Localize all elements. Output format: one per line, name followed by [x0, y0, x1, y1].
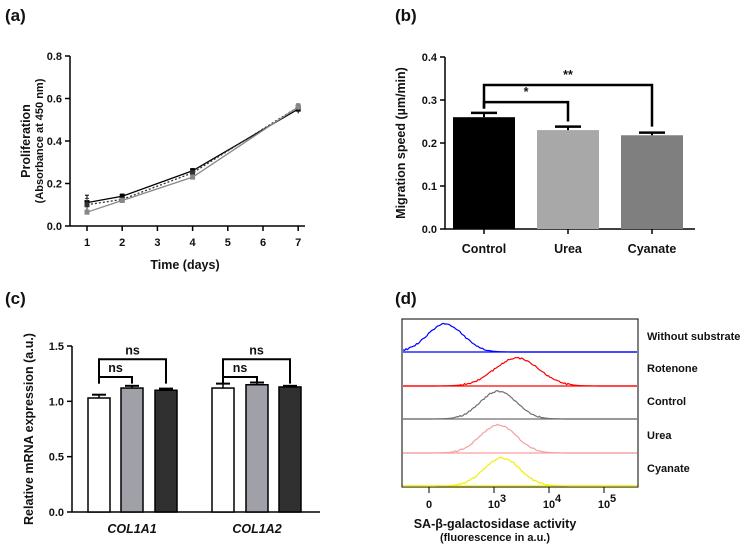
- b-bar: [621, 135, 683, 229]
- b-bar: [453, 117, 515, 229]
- b-y-tick-label: 0.1: [422, 181, 437, 193]
- c-significance-bracket: [99, 377, 132, 384]
- c-bar: [279, 387, 301, 512]
- a-y-tick-label: 0.6: [47, 94, 62, 106]
- b-significance-label: *: [524, 85, 529, 99]
- panel-label-d: (d): [395, 289, 417, 308]
- c-y-axis-title: Relative mRNA expression (a.u.): [22, 333, 36, 525]
- d-histogram: [403, 323, 637, 352]
- a-y-axis-subtitle: (Absorbance at 450 nm): [34, 78, 46, 203]
- c-y-tick-label: 0.5: [49, 452, 64, 464]
- c-significance-label: ns: [249, 343, 264, 357]
- c-y-tick-label: 1.0: [49, 396, 64, 408]
- b-y-axis-title: Migration speed (µm/min): [394, 67, 408, 219]
- d-histogram: [403, 358, 637, 386]
- a-y-tick-label: 0.0: [47, 221, 62, 233]
- d-x-tick-sup: 5: [610, 493, 616, 505]
- a-data-point: [85, 202, 90, 207]
- b-significance-label: **: [563, 68, 573, 82]
- panel-label-b: (b): [395, 6, 417, 25]
- d-series-label: Without substrate: [647, 331, 740, 343]
- c-bar: [212, 388, 234, 512]
- figure: (a) 0.0 0.2 0.4 0.6 0.8 1 2 3 4 5 6 7 Time (days) Prol…: [0, 0, 750, 555]
- b-y-tick-label: 0.0: [422, 224, 437, 236]
- c-bar: [88, 398, 110, 512]
- a-x-tick-label: 1: [84, 237, 90, 249]
- b-y-tick-label: 0.3: [422, 95, 437, 107]
- a-y-axis-title: Proliferation: [19, 104, 33, 178]
- c-y-tick-label: 0.0: [49, 507, 64, 519]
- d-x-tick-label: 10: [543, 499, 555, 511]
- d-series-label: Cyanate: [647, 463, 690, 475]
- a-y-tick-label: 0.4: [47, 136, 63, 148]
- d-plot-frame: [402, 319, 638, 487]
- a-y-tick-label: 0.2: [47, 179, 62, 191]
- c-significance-label: ns: [108, 361, 123, 375]
- c-y-tick-label: 1.5: [49, 341, 64, 353]
- d-x-tick-label: 10: [488, 499, 500, 511]
- c-x-tick-label: COL1A2: [232, 522, 281, 536]
- a-data-point: [85, 210, 90, 215]
- a-data-point: [296, 105, 301, 110]
- a-y-tick-label: 0.8: [47, 51, 62, 63]
- d-x-tick-label: 0: [426, 499, 432, 511]
- d-x-axis-subtitle: (fluorescence in a.u.): [440, 532, 550, 544]
- a-series-line: [87, 107, 298, 205]
- figure-canvas: (a) 0.0 0.2 0.4 0.6 0.8 1 2 3 4 5 6 7 Time (days) Prol…: [0, 0, 750, 555]
- c-bar: [121, 388, 143, 512]
- a-x-axis-title: Time (days): [150, 258, 219, 272]
- a-x-tick-label: 4: [190, 237, 197, 249]
- panel-label-c: (c): [5, 289, 26, 308]
- panel-label-a: (a): [5, 6, 26, 25]
- a-data-point: [190, 175, 195, 180]
- d-series-label: Rotenone: [647, 363, 698, 375]
- b-bar: [537, 130, 599, 229]
- d-x-axis-title: SA-β-galactosidase activity: [414, 517, 577, 531]
- a-x-tick-label: 2: [119, 237, 125, 249]
- b-y-tick-label: 0.2: [422, 138, 437, 150]
- c-significance-label: ns: [125, 343, 140, 357]
- d-series-label: Control: [647, 396, 686, 408]
- d-series-label: Urea: [647, 430, 672, 442]
- d-histogram: [403, 457, 637, 486]
- d-x-tick-sup: 3: [500, 493, 506, 505]
- d-histogram: [403, 424, 637, 453]
- b-x-tick-label: Urea: [554, 242, 583, 256]
- a-x-tick-label: 5: [225, 237, 231, 249]
- a-x-tick-label: 6: [260, 237, 266, 249]
- c-bar: [246, 385, 268, 512]
- d-x-tick-label: 10: [598, 499, 610, 511]
- d-histogram: [403, 390, 637, 419]
- a-x-tick-label: 3: [154, 237, 160, 249]
- d-x-tick-sup: 4: [555, 493, 562, 505]
- b-x-tick-label: Control: [462, 242, 506, 256]
- b-x-tick-label: Cyanate: [628, 242, 677, 256]
- a-data-point: [120, 198, 125, 203]
- a-x-tick-label: 7: [295, 237, 301, 249]
- c-significance-label: ns: [233, 361, 248, 375]
- c-x-tick-label: COL1A1: [107, 522, 156, 536]
- c-bar: [155, 390, 177, 512]
- b-y-tick-label: 0.4: [422, 52, 438, 64]
- a-series-line: [87, 109, 298, 203]
